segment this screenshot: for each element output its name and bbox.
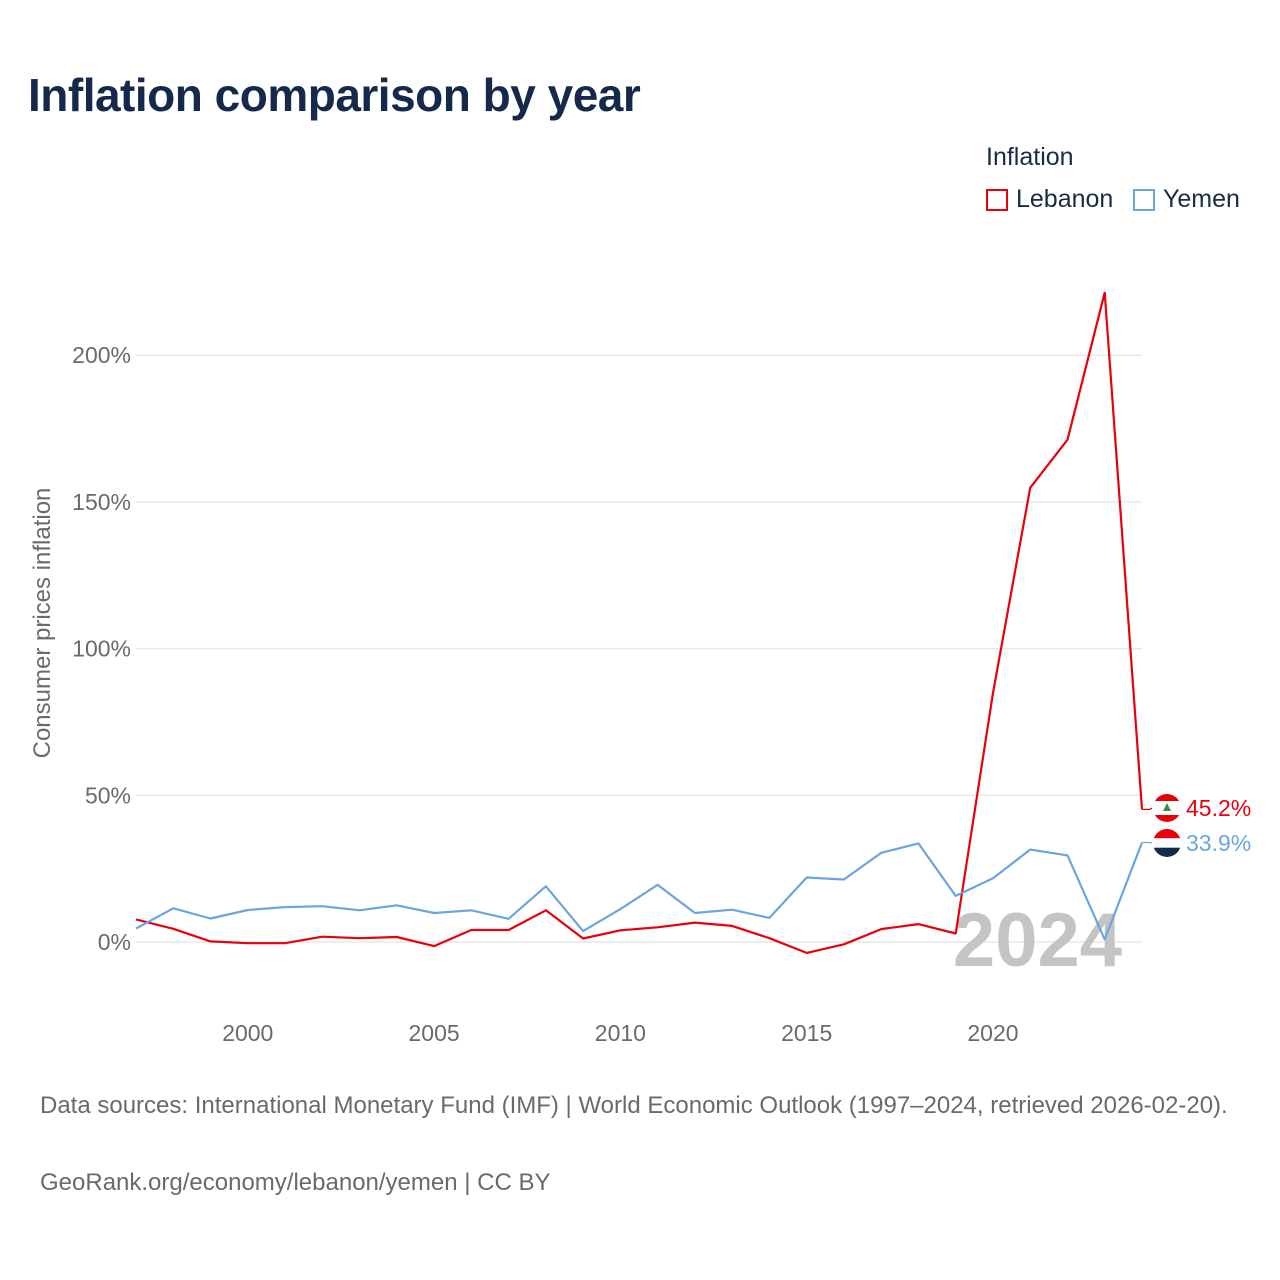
x-tick-label: 2000 (222, 1020, 273, 1046)
y-tick-label: 100% (72, 636, 131, 662)
legend-title: Inflation (986, 143, 1074, 171)
x-tick-label: 2020 (967, 1020, 1018, 1046)
legend-item-yemen[interactable]: Yemen (1133, 185, 1240, 214)
legend-label-lebanon: Lebanon (1016, 185, 1114, 213)
legend-label-yemen: Yemen (1163, 185, 1240, 213)
yemen-flag-icon (1153, 829, 1181, 857)
legend-swatch-lebanon (986, 188, 1008, 211)
y-tick-label: 150% (72, 489, 131, 515)
y-tick-label: 0% (98, 929, 131, 955)
end-value-label-yemen: 33.9% (1186, 830, 1251, 856)
end-connector-lebanon (1142, 807, 1153, 810)
year-watermark: 2024 (953, 898, 1122, 983)
lebanon-flag-icon (1153, 794, 1181, 822)
x-tick-label: 2015 (781, 1020, 832, 1046)
legend-swatch-yemen (1133, 188, 1155, 211)
series-line-yemen[interactable] (135, 842, 1144, 941)
y-tick-label: 50% (85, 782, 131, 808)
y-axis-label: Consumer prices inflation (29, 488, 56, 759)
legend-item-lebanon[interactable]: Lebanon (986, 185, 1113, 214)
y-tick-label: 200% (72, 342, 131, 368)
data-source-note: Data sources: International Monetary Fun… (40, 1092, 1228, 1119)
x-tick-label: 2005 (408, 1020, 459, 1046)
end-value-label-lebanon: 45.2% (1186, 795, 1251, 821)
x-tick-label: 2010 (595, 1020, 646, 1046)
chart-title: Inflation comparison by year (28, 69, 641, 121)
series-line-lebanon[interactable] (135, 291, 1144, 955)
credit-link[interactable]: GeoRank.org/economy/lebanon/yemen | CC B… (40, 1169, 551, 1196)
